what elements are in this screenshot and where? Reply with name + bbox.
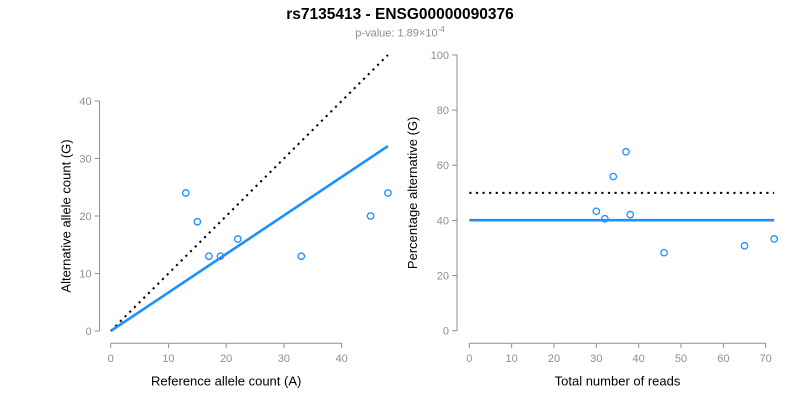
- data-point: [622, 147, 630, 156]
- x-tick-label: 20: [220, 353, 232, 365]
- x-tick-label: 40: [336, 353, 348, 365]
- x-axis-title: Reference allele count (A): [151, 374, 301, 389]
- x-tick-label: 10: [162, 353, 174, 365]
- y-tick-label: 80: [437, 105, 449, 117]
- data-point: [600, 214, 609, 223]
- y-tick-label: 10: [79, 268, 91, 280]
- y-tick-label: 30: [79, 153, 91, 165]
- y-tick-label: 40: [79, 96, 91, 108]
- x-tick-label: 30: [278, 353, 290, 365]
- x-tick-label: 0: [108, 353, 114, 365]
- pvalue-subtitle: p-value: 1.89×10-4: [0, 25, 800, 40]
- data-point: [366, 212, 375, 220]
- x-tick-label: 50: [675, 353, 687, 365]
- data-point: [181, 189, 190, 197]
- y-tick-label: 0: [85, 326, 91, 338]
- x-tick-label: 70: [760, 353, 772, 365]
- data-point: [297, 252, 306, 261]
- data-point: [660, 248, 668, 257]
- data-point: [216, 252, 225, 261]
- pvalue-text: p-value: 1.89×10: [355, 27, 438, 40]
- x-tick-label: 10: [506, 353, 518, 365]
- identity-line: [109, 54, 389, 332]
- data-point: [609, 172, 618, 181]
- data-point: [626, 210, 635, 219]
- y-tick-label: 60: [437, 160, 449, 172]
- right-plot-panel: 0 20 40 60 80 100 0 10 20 30 40 50 60 70 Total number …: [405, 50, 779, 389]
- fit-line: [109, 145, 389, 333]
- x-tick-label: 40: [633, 353, 645, 365]
- y-tick-label: 40: [437, 215, 449, 227]
- x-tick-label: 60: [717, 353, 729, 365]
- page-title: rs7135413 - ENSG00000090376: [286, 6, 514, 23]
- y-tick-label: 100: [431, 50, 449, 62]
- data-point: [384, 189, 392, 197]
- left-plot-panel: 0 10 20 30 40 0 10 20 30 40 Reference allele count…: [59, 54, 392, 389]
- y-tick-label: 20: [437, 270, 449, 282]
- x-axis-title: Total number of reads: [555, 374, 681, 389]
- y-axis-title: Alternative allele count (G): [59, 139, 74, 292]
- data-point: [770, 235, 779, 243]
- y-axis-title: Percentage alternative (G): [405, 117, 420, 269]
- data-point: [205, 252, 213, 261]
- x-tick-label: 0: [466, 353, 472, 365]
- pvalue-exponent: -4: [437, 25, 445, 34]
- y-tick-label: 0: [443, 326, 449, 338]
- x-tick-label: 20: [548, 353, 560, 365]
- y-tick-label: 20: [79, 211, 91, 223]
- x-tick-label: 30: [590, 353, 602, 365]
- data-point: [740, 241, 749, 250]
- data-point: [233, 235, 242, 243]
- data-point: [592, 207, 601, 216]
- data-point: [193, 217, 202, 226]
